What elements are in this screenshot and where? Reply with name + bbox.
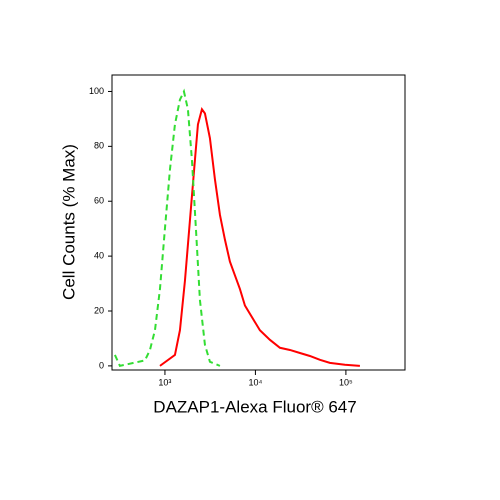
- plot-frame: [111, 74, 406, 371]
- y-tick-label: 60: [94, 196, 104, 206]
- x-tick-label: 10⁴: [248, 377, 262, 387]
- y-tick-label: 100: [89, 86, 104, 96]
- x-tick-label: 10³: [158, 377, 171, 387]
- series-line: [114, 88, 221, 368]
- y-tick-label: 40: [94, 250, 104, 260]
- y-axis-label: Cell Counts (% Max): [59, 144, 78, 300]
- x-axis-label: DAZAP1-Alexa Fluor® 647: [153, 397, 356, 416]
- y-tick-label: 0: [99, 360, 104, 370]
- series-line: [159, 107, 360, 367]
- y-tick-label: 80: [94, 141, 104, 151]
- x-tick-label: 10⁵: [339, 377, 353, 387]
- y-tick-label: 20: [94, 305, 104, 315]
